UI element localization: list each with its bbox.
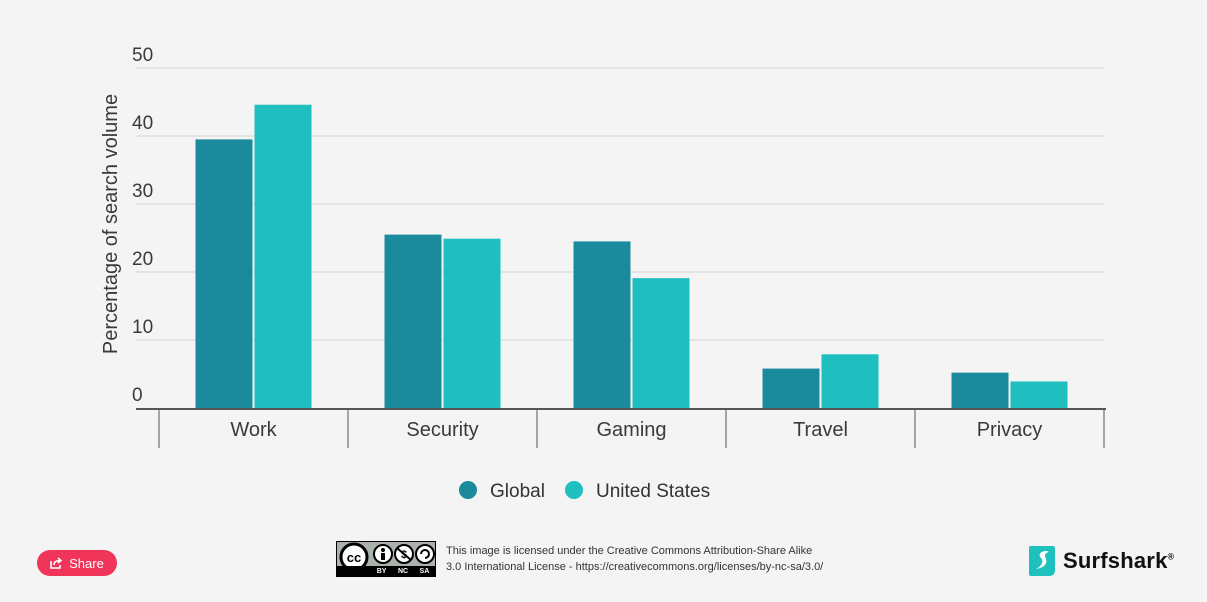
share-icon: [50, 557, 63, 569]
bar-global-privacy[interactable]: [951, 372, 1009, 408]
cc-icon: cc $: [339, 542, 435, 568]
y-tick-label: 30: [132, 181, 153, 202]
legend: Global United States: [459, 481, 710, 502]
bar-global-travel[interactable]: [762, 368, 820, 408]
y-tick-label: 40: [132, 113, 153, 134]
bar-global-work[interactable]: [195, 139, 253, 408]
x-tick-label: Privacy: [977, 419, 1043, 441]
x-tick-label: Travel: [793, 419, 848, 441]
license-line-2[interactable]: 3.0 International License - https://crea…: [446, 561, 824, 573]
bar-united-states-travel[interactable]: [821, 354, 879, 408]
brand-name: Surfshark®: [1063, 548, 1175, 573]
y-axis-title: Percentage of search volume: [100, 94, 122, 354]
license-text: This image is licensed under the Creativ…: [446, 543, 886, 575]
bar-united-states-gaming[interactable]: [632, 278, 690, 408]
cc-license-badge[interactable]: cc $ BY NC SA: [336, 541, 436, 577]
bar-united-states-privacy[interactable]: [1010, 381, 1068, 408]
bar-chart: 0 10 20 30 40 50 Work Security Gaming Travel Priv…: [100, 45, 1106, 502]
y-tick-label: 0: [132, 385, 143, 406]
surfshark-logo-icon: [1029, 546, 1055, 576]
legend-label: United States: [596, 481, 710, 502]
y-tick-labels: 0 10 20 30 40 50: [132, 45, 153, 406]
bars: [195, 104, 1068, 408]
x-tick-label: Gaming: [596, 419, 666, 441]
share-label: Share: [69, 555, 104, 571]
x-axis: Work Security Gaming Travel Privacy: [136, 408, 1106, 448]
y-tick-label: 10: [132, 317, 153, 338]
x-tick-label: Work: [230, 419, 277, 441]
svg-text:cc: cc: [347, 550, 361, 565]
bar-united-states-work[interactable]: [254, 104, 312, 408]
bar-global-security[interactable]: [384, 234, 442, 408]
y-tick-label: 20: [132, 249, 153, 270]
cc-tag: BY: [376, 567, 387, 575]
y-tick-label: 50: [132, 45, 153, 66]
x-tick-label: Security: [406, 419, 478, 441]
bar-global-gaming[interactable]: [573, 241, 631, 408]
legend-swatch: [565, 481, 583, 499]
share-button[interactable]: Share: [37, 550, 117, 576]
license-line-1: This image is licensed under the Creativ…: [446, 545, 813, 557]
surfshark-logo: Surfshark®: [1027, 544, 1174, 578]
license-block: cc $ BY NC SA This image is licensed und…: [336, 541, 886, 577]
cc-tag: NC: [397, 567, 409, 575]
legend-swatch: [459, 481, 477, 499]
bar-united-states-security[interactable]: [443, 238, 501, 408]
legend-label: Global: [490, 481, 545, 502]
cc-tag: SA: [419, 567, 430, 575]
